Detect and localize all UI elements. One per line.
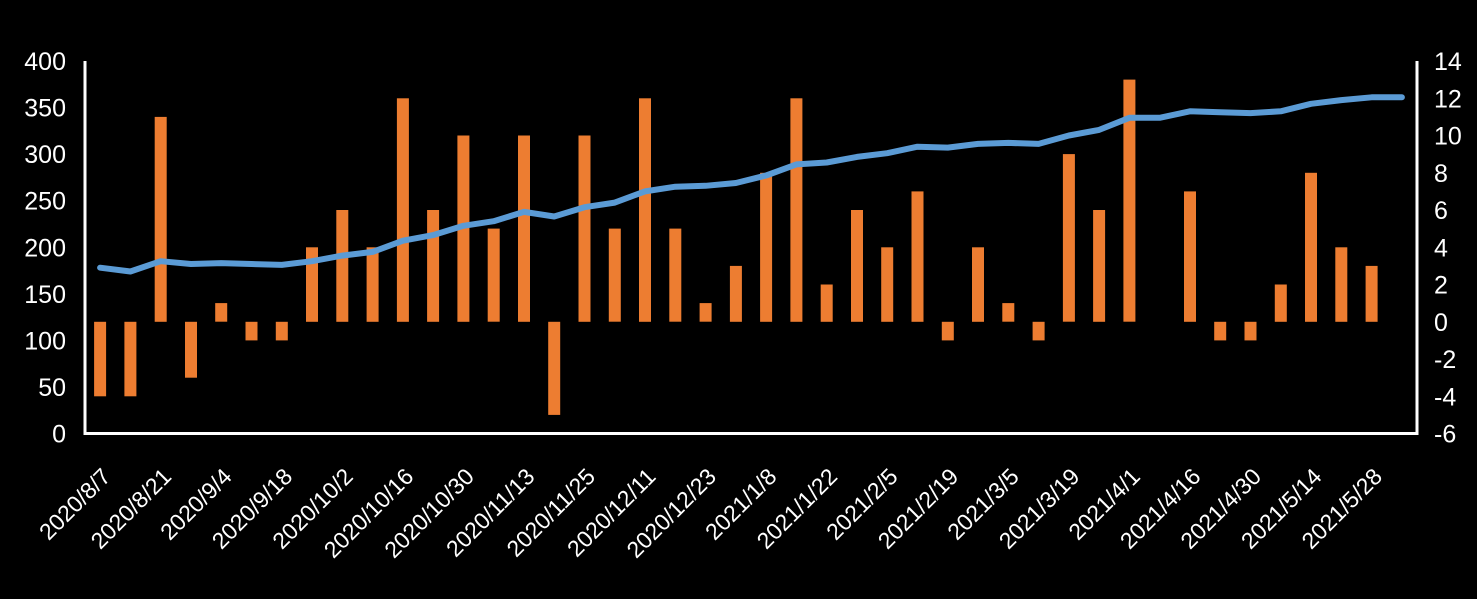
right-axis-tick-label: -4 [1434,383,1456,411]
left-axis-tick-label: 200 [24,234,66,262]
right-axis-tick-label: 0 [1434,309,1448,337]
left-axis-tick-label: 300 [24,141,66,169]
bar [487,228,500,322]
bar-series-layer [94,79,1378,415]
bar [1214,321,1227,341]
bar [245,321,258,341]
bar [1274,284,1287,322]
bar [94,321,107,397]
bar [1244,321,1257,341]
bar [972,247,984,322]
axes-layer [83,61,1419,435]
bar [154,116,167,322]
bar [548,321,561,415]
bar [729,265,742,322]
bar [306,247,318,322]
left-axis-tick-label: 400 [24,48,66,76]
right-axis-tick-label: -2 [1434,346,1456,374]
left-axis-tick-label: 250 [24,188,66,216]
left-axis-tick-label: 100 [24,327,66,355]
bar [1093,210,1106,322]
bar [275,321,288,341]
bar [1184,191,1196,322]
bar [1305,172,1317,322]
bar [185,321,197,378]
bar [427,210,440,322]
right-axis-tick-label: 14 [1434,48,1462,76]
right-axis-tick-label: 4 [1434,234,1448,262]
right-axis-tick-label: 8 [1434,160,1448,188]
bar [820,284,833,322]
left-axis-tick-label: 0 [52,421,66,449]
left-axis-tick-label: 50 [38,374,66,402]
bar [1365,265,1378,322]
bar [1002,303,1015,322]
bar [790,98,803,322]
right-axis-tick-label: 10 [1434,123,1462,151]
bar [396,98,409,322]
left-axis-tick-label: 350 [24,95,66,123]
bar [881,247,894,322]
bar [669,228,682,322]
bar [578,135,591,322]
bar [124,321,137,397]
bar [851,210,863,322]
bar [518,135,530,322]
bar [1123,79,1136,322]
bar [215,303,228,322]
left-axis-tick-label: 150 [24,281,66,309]
bar [1032,321,1045,341]
right-axis-tick-label: 2 [1434,272,1448,300]
cumulative-line [97,94,1405,275]
bar [1062,154,1075,322]
bar [366,247,379,322]
right-axis-tick-label: 6 [1434,197,1448,225]
bar [336,210,349,322]
right-axis-tick-label: -6 [1434,421,1456,449]
bar [1335,247,1348,322]
right-axis-tick-label: 12 [1434,85,1462,113]
bar [639,98,651,322]
bar [941,321,954,341]
bar [699,303,712,322]
bar [911,191,924,322]
axis-labels-layer: 400 350 300 250 200 150 100 50 0 14 12 10 8 6 4 2 0 -2 -4 -… [24,48,1462,563]
line-series-layer [97,94,1405,275]
bar [760,172,773,322]
bar [608,228,621,322]
